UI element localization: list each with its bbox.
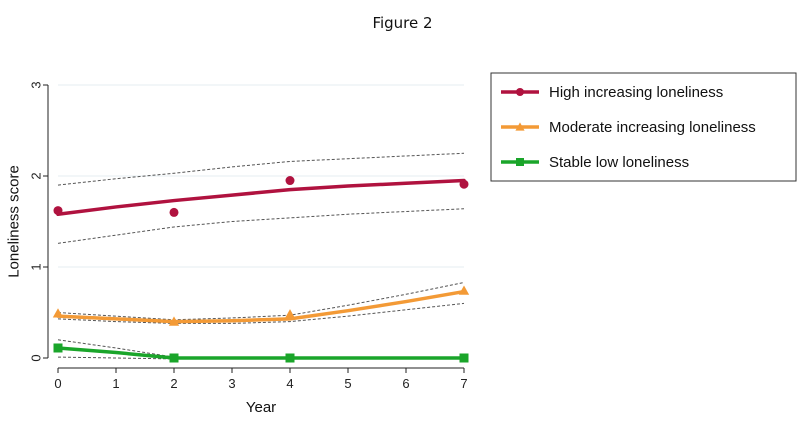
series-0-fitted-line <box>56 178 466 216</box>
series-2-fitted-line <box>56 346 466 360</box>
figure-title: Figure 2 <box>372 14 433 32</box>
legend-swatch-marker-2 <box>516 158 524 166</box>
legend-swatch-marker-0 <box>516 88 524 96</box>
legend-swatch-marker-1 <box>515 122 525 131</box>
y-tick-label-2: 2 <box>29 172 44 179</box>
series-0-point-1 <box>169 207 179 217</box>
series-0-point-0 <box>53 206 63 216</box>
x-tick-label-7: 7 <box>460 376 467 391</box>
x-tick-label-3: 3 <box>228 376 235 391</box>
x-tick-label-4: 4 <box>286 376 293 391</box>
axes: 0 1 2 3 0 1 2 3 4 5 6 7 Year Loneliness score <box>6 81 468 416</box>
series-1-point-0 <box>52 308 64 318</box>
confidence-bands <box>57 152 465 360</box>
series-1-fitted-line <box>56 289 466 324</box>
x-tick-label-0: 0 <box>54 376 61 391</box>
y-tick-label-3: 3 <box>29 81 44 88</box>
legend-label-2: Stable low loneliness <box>549 154 689 171</box>
x-tick-label-2: 2 <box>170 376 177 391</box>
legend-label-0: High increasing loneliness <box>549 84 723 101</box>
series-1-point-2 <box>284 309 296 319</box>
series-0-point-3 <box>459 179 469 189</box>
series-1-point-3 <box>458 285 470 295</box>
legend-label-1: Moderate increasing loneliness <box>549 119 756 136</box>
gridlines <box>58 84 464 268</box>
observed-markers <box>52 176 470 363</box>
series-0-ci-upper <box>57 152 465 186</box>
series-1-point-1 <box>168 316 180 326</box>
series-0-ci-lower <box>57 208 465 244</box>
series-1-ci-upper <box>57 281 465 321</box>
fitted-lines <box>56 178 466 360</box>
series-2-point-0 <box>53 343 63 353</box>
legend: High increasing loneliness Moderate incre… <box>490 72 797 182</box>
x-tick-label-1: 1 <box>112 376 119 391</box>
y-axis-title: Loneliness score <box>6 165 23 278</box>
x-tick-label-6: 6 <box>402 376 409 391</box>
legend-box <box>490 72 797 182</box>
y-tick-label-1: 1 <box>29 263 44 270</box>
series-1-ci-lower <box>57 302 465 324</box>
y-tick-label-0: 0 <box>29 354 44 361</box>
series-2-ci-lower <box>57 356 464 360</box>
series-2-point-1 <box>169 353 179 363</box>
x-axis-title: Year <box>246 399 276 416</box>
series-2-point-2 <box>285 353 295 363</box>
series-0-point-2 <box>285 176 295 186</box>
series-2-point-3 <box>459 353 469 363</box>
x-tick-label-5: 5 <box>344 376 351 391</box>
